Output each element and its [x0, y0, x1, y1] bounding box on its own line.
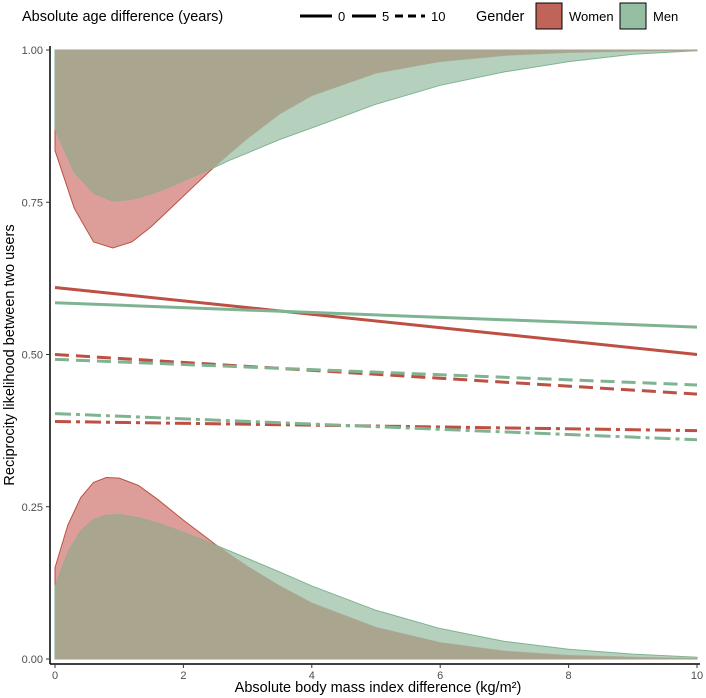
- y-tick-label: 0.75: [22, 197, 43, 209]
- y-axis-ticks: 0.00 0.25 0.50 0.75 1.00: [22, 45, 50, 666]
- series-line-men-age-5: [54, 357, 698, 387]
- legend-label-age-0: 0: [338, 9, 345, 24]
- x-tick-label: 8: [566, 670, 572, 682]
- y-axis-title: Reciprocity likelihood between two users: [2, 224, 18, 485]
- legend-swatch-men: [619, 2, 647, 30]
- legend-key-age-5: 5: [352, 9, 389, 24]
- x-tick-label: 2: [180, 670, 186, 682]
- y-tick-label: 0.25: [22, 502, 43, 514]
- legend-label-age-10: 10: [431, 9, 445, 24]
- legend: Absolute age difference (years) 0 5 10 G…: [22, 2, 678, 30]
- fill-legend-title: Gender: [476, 9, 525, 25]
- x-tick-label: 0: [52, 670, 58, 682]
- x-tick-label: 10: [691, 670, 703, 682]
- legend-swatch-women: [535, 2, 563, 30]
- series-line-women-age-5: [54, 353, 698, 396]
- series-line-women-age-0: [54, 286, 698, 356]
- legend-label-age-5: 5: [382, 9, 389, 24]
- x-axis-ticks: 0 2 4 6 8 10: [52, 664, 703, 682]
- density-overlap-lower: [55, 514, 697, 659]
- series-layer: [54, 286, 698, 442]
- linetype-legend-title: Absolute age difference (years): [22, 9, 223, 25]
- y-tick-label: 0.00: [22, 654, 43, 666]
- series-line-men-age-0: [54, 301, 698, 329]
- y-tick-label: 0.50: [22, 350, 43, 362]
- x-tick-label: 4: [309, 670, 315, 682]
- legend-key-age-0: 0: [300, 9, 345, 24]
- legend-label-women: Women: [569, 9, 614, 24]
- series-line-men-age-10: [54, 412, 698, 442]
- x-axis-title: Absolute body mass index difference (kg/…: [235, 680, 522, 696]
- density-overlap-upper: [55, 50, 697, 202]
- legend-key-age-10: 10: [395, 9, 445, 24]
- y-tick-label: 1.00: [22, 45, 43, 57]
- x-tick-label: 6: [437, 670, 443, 682]
- density-layer: [54, 49, 698, 660]
- legend-label-men: Men: [653, 9, 678, 24]
